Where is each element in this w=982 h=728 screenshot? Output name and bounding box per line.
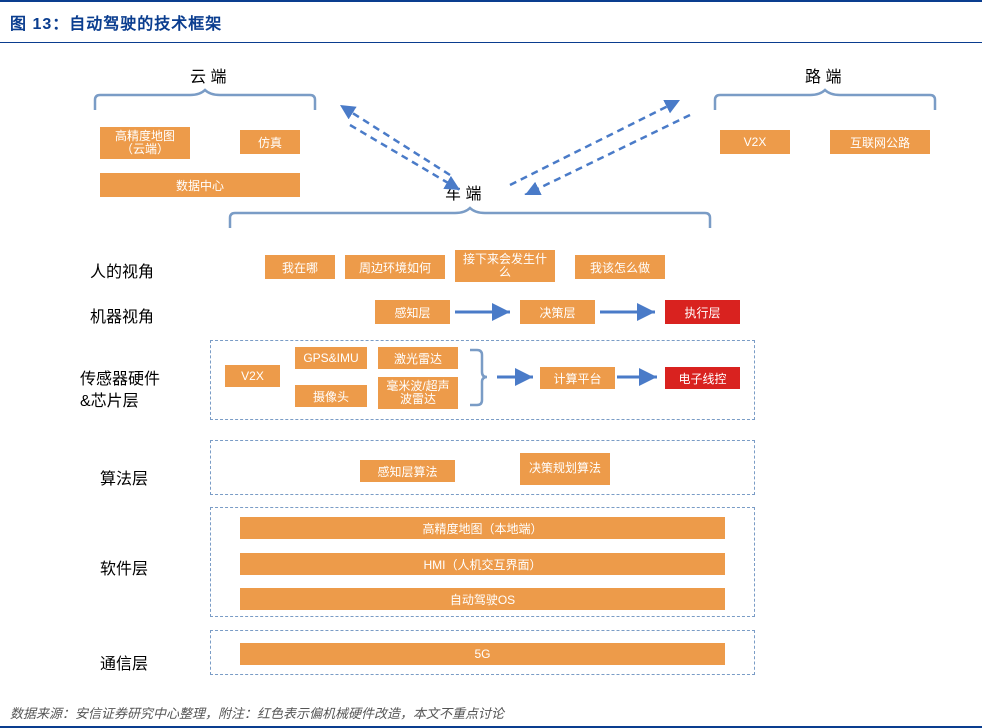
arrow-perceive-decide	[450, 300, 520, 324]
box-datacenter: 数据中心	[100, 173, 300, 197]
label-cloud: 云 端	[190, 63, 226, 87]
box-os: 自动驾驶OS	[240, 588, 725, 610]
title-divider	[0, 42, 982, 43]
figure-title: 图 13：自动驾驶的技术框架	[0, 2, 982, 42]
arrow-sensors-compute	[495, 365, 540, 389]
label-sensor1: 传感器硬件	[80, 365, 160, 389]
arrow-decide-execute	[595, 300, 665, 324]
box-camera: 摄像头	[295, 385, 367, 407]
box-mmwave: 毫米波/超声波雷达	[378, 377, 458, 409]
box-env: 周边环境如何	[345, 255, 445, 279]
box-5g: 5G	[240, 643, 725, 665]
label-road: 路 端	[805, 63, 841, 87]
label-human-view: 人的视角	[90, 258, 154, 282]
box-hmi: HMI（人机交互界面）	[240, 553, 725, 575]
box-where-am-i: 我在哪	[265, 255, 335, 279]
dashed-algo	[210, 440, 755, 495]
box-lidar: 激光雷达	[378, 347, 458, 369]
box-hdmap-local: 高精度地图（本地端）	[240, 517, 725, 539]
bracket-road	[710, 85, 940, 115]
bracket-sensors	[465, 345, 495, 410]
footer-source: 数据来源：安信证券研究中心整理，附注：红色表示偏机械硬件改造，本文不重点讨论	[10, 703, 504, 722]
label-machine-view: 机器视角	[90, 303, 154, 327]
diagram-canvas: 云 端 车 端 路 端 高精度地图（云端） 仿真 数据中心	[0, 45, 982, 700]
label-comm: 通信层	[100, 650, 148, 674]
bracket-vehicle	[225, 203, 715, 233]
box-what-next: 接下来会发生什么	[455, 250, 555, 282]
arrow-cloud-vehicle	[280, 85, 480, 195]
box-decision-layer: 决策层	[520, 300, 595, 324]
label-sensor2: &芯片层	[80, 387, 139, 411]
box-hdmap-cloud: 高精度地图（云端）	[100, 127, 190, 159]
box-execution-layer: 执行层	[665, 300, 740, 324]
label-algo: 算法层	[100, 465, 148, 489]
box-sim: 仿真	[240, 130, 300, 154]
arrow-vehicle-road	[470, 85, 710, 195]
box-perception-layer: 感知层	[375, 300, 450, 324]
box-v2x-sensor: V2X	[225, 365, 280, 387]
box-electronic-wire: 电子线控	[665, 367, 740, 389]
box-how-do: 我该怎么做	[575, 255, 665, 279]
box-perception-algo: 感知层算法	[360, 460, 455, 482]
box-decision-algo: 决策规划算法	[520, 453, 610, 485]
box-gps-imu: GPS&IMU	[295, 347, 367, 369]
box-v2x-road: V2X	[720, 130, 790, 154]
box-internet-highway: 互联网公路	[830, 130, 930, 154]
label-software: 软件层	[100, 555, 148, 579]
box-compute-platform: 计算平台	[540, 367, 615, 389]
arrow-compute-ewire	[615, 365, 665, 389]
